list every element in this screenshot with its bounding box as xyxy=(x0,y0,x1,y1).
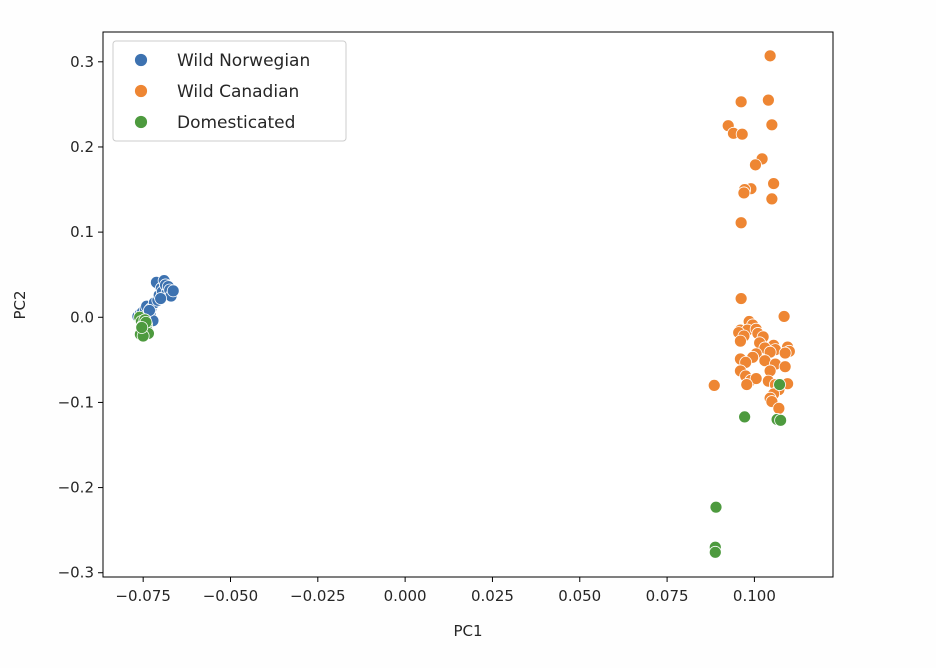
x-tick-label: 0.100 xyxy=(733,587,776,605)
legend-label-wild-canadian: Wild Canadian xyxy=(177,82,299,102)
legend-marker-wild-norwegian xyxy=(134,53,148,67)
y-tick-label: −0.1 xyxy=(58,393,94,411)
point-wild-canadian xyxy=(734,216,748,230)
point-wild-canadian xyxy=(734,334,747,348)
plot-frame xyxy=(102,31,834,578)
point-wild-canadian xyxy=(767,177,781,190)
point-wild-canadian xyxy=(761,93,775,107)
legend-marker-domesticated xyxy=(134,115,148,129)
point-wild-canadian xyxy=(778,360,792,374)
y-axis: −0.3 −0.2 −0.1 0.0 0.1 0.2 0.3 xyxy=(58,53,103,582)
legend-frame xyxy=(112,40,347,142)
point-domesticated xyxy=(738,410,752,424)
point-wild-canadian xyxy=(772,401,786,415)
x-tick-label: 0.075 xyxy=(646,587,689,605)
x-tick-label: 0.025 xyxy=(471,587,514,605)
point-wild-canadian xyxy=(740,378,754,391)
x-tick-label: −0.050 xyxy=(203,587,259,605)
point-domesticated xyxy=(774,413,788,427)
legend-label-wild-norwegian: Wild Norwegian xyxy=(177,51,310,71)
point-wild-canadian xyxy=(734,292,748,305)
x-tick-label: 0.050 xyxy=(558,587,601,605)
x-tick-label: −0.025 xyxy=(290,587,346,605)
point-domesticated xyxy=(709,500,723,514)
point-wild-norwegian xyxy=(154,292,168,305)
point-wild-canadian xyxy=(749,158,762,172)
legend-marker-wild-canadian xyxy=(134,84,148,98)
point-wild-canadian xyxy=(737,186,751,200)
y-tick-label: 0.3 xyxy=(70,53,94,71)
point-wild-canadian xyxy=(765,192,779,206)
legend-label-domesticated: Domesticated xyxy=(177,113,295,133)
point-domesticated xyxy=(708,545,722,559)
y-tick-label: −0.3 xyxy=(58,564,94,582)
point-wild-canadian xyxy=(734,95,748,109)
x-tick-label: 0.000 xyxy=(384,587,427,605)
point-wild-norwegian xyxy=(166,284,180,298)
data-points xyxy=(131,49,796,559)
x-axis: −0.075 −0.050 −0.025 0.000 0.025 0.050 0.075 0.… xyxy=(115,577,776,605)
y-tick-label: 0.2 xyxy=(70,138,94,156)
point-wild-canadian xyxy=(735,127,749,141)
point-wild-canadian xyxy=(749,372,763,385)
y-axis-label: PC2 xyxy=(11,290,29,319)
point-domesticated xyxy=(773,378,786,391)
point-wild-canadian xyxy=(777,310,791,323)
point-wild-canadian xyxy=(763,49,777,63)
x-tick-label: −0.075 xyxy=(115,587,171,605)
point-wild-canadian xyxy=(765,118,779,132)
y-tick-label: −0.2 xyxy=(58,479,94,497)
legend: Wild Norwegian Wild Canadian Domesticated xyxy=(112,40,347,142)
x-axis-label: PC1 xyxy=(453,622,482,640)
point-domesticated xyxy=(135,321,149,334)
y-tick-label: 0.0 xyxy=(70,308,94,326)
y-tick-label: 0.1 xyxy=(70,223,94,241)
point-wild-canadian xyxy=(778,346,792,360)
point-wild-canadian xyxy=(707,378,721,392)
